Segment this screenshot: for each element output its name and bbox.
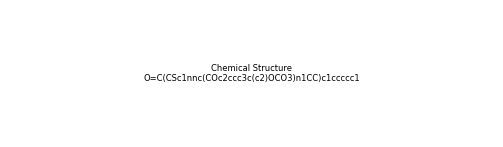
Text: Chemical Structure
O=C(CSc1nnc(COc2ccc3c(c2)OCO3)n1CC)c1ccccc1: Chemical Structure O=C(CSc1nnc(COc2ccc3c…: [143, 64, 360, 83]
